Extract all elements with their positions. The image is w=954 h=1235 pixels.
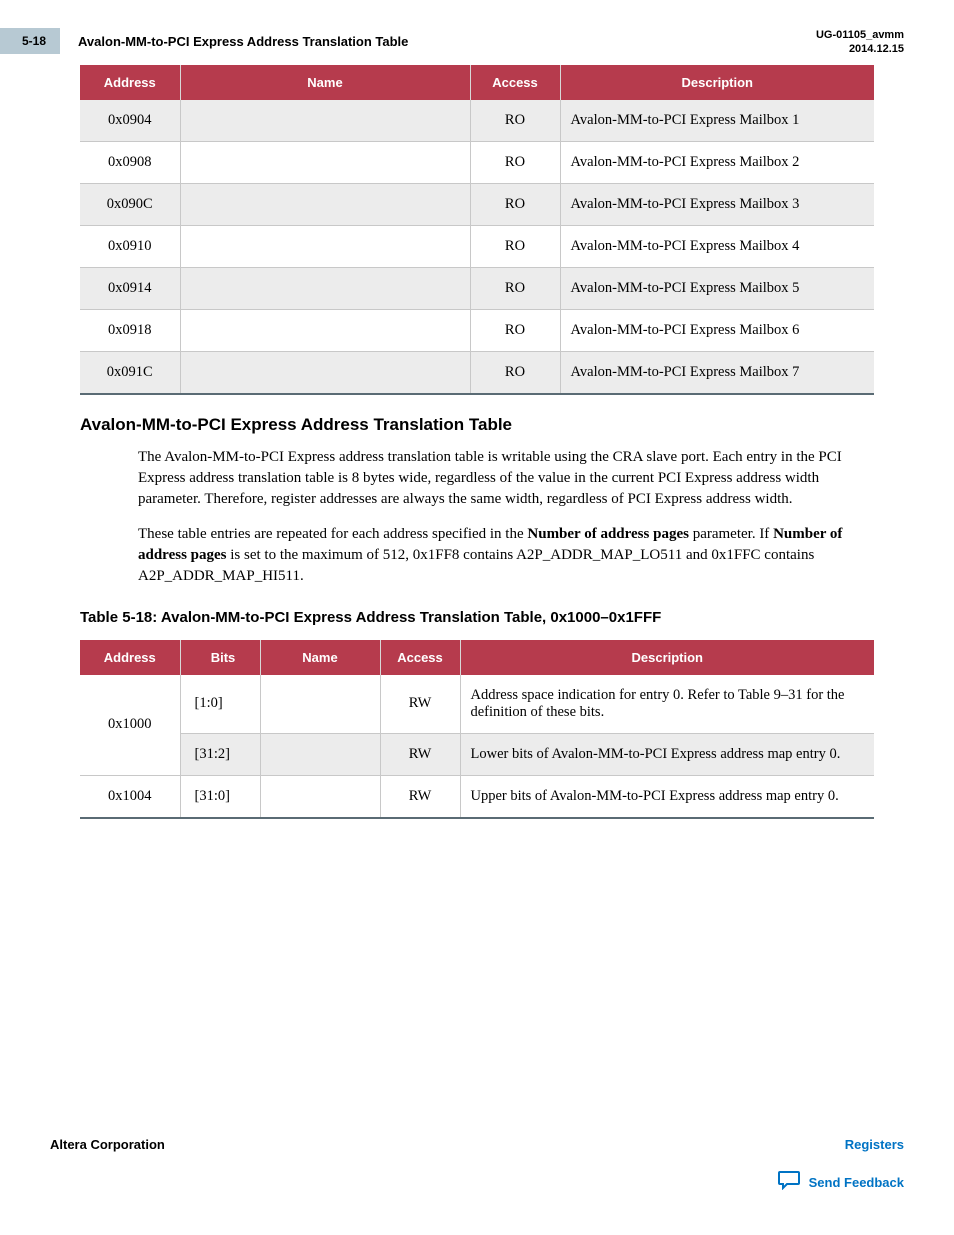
table-cell — [180, 309, 470, 351]
footer-company: Altera Corporation — [50, 1137, 165, 1152]
table-cell: RW — [380, 775, 460, 818]
table-cell: Avalon-MM-to-PCI Express Mailbox 6 — [560, 309, 874, 351]
p2-bold-b: Number of address pages — [527, 526, 689, 542]
table-cell: [31:2] — [180, 733, 260, 775]
th2-access: Access — [380, 640, 460, 675]
table-cell: 0x0904 — [80, 100, 180, 142]
table-cell: Avalon-MM-to-PCI Express Mailbox 5 — [560, 267, 874, 309]
header-left: 5-18 Avalon-MM-to-PCI Express Address Tr… — [0, 28, 408, 54]
table-cell: Address space indication for entry 0. Re… — [460, 675, 874, 734]
table-cell: RO — [470, 100, 560, 142]
table-cell — [260, 675, 380, 734]
table-cell: RO — [470, 141, 560, 183]
table-cell — [180, 100, 470, 142]
th2-bits: Bits — [180, 640, 260, 675]
paragraph-2: These table entries are repeated for eac… — [138, 524, 874, 587]
page-content: Address Name Access Description 0x0904 RO… — [0, 65, 954, 819]
table-cell: 0x0908 — [80, 141, 180, 183]
th2-address: Address — [80, 640, 180, 675]
header-title: Avalon-MM-to-PCI Express Address Transla… — [78, 34, 408, 49]
table-row: 0x0914 ROAvalon-MM-to-PCI Express Mailbox… — [80, 267, 874, 309]
th2-name: Name — [260, 640, 380, 675]
table-cell: Avalon-MM-to-PCI Express Mailbox 1 — [560, 100, 874, 142]
table-cell — [180, 141, 470, 183]
page-footer: Altera Corporation Registers Send Feedba… — [50, 1137, 904, 1195]
table-cell: RO — [470, 309, 560, 351]
doc-date: 2014.12.15 — [816, 42, 904, 56]
table-cell: 0x0918 — [80, 309, 180, 351]
table-row: [31:2] RWLower bits of Avalon-MM-to-PCI E… — [80, 733, 874, 775]
table-cell: 0x090C — [80, 183, 180, 225]
footer-registers-link[interactable]: Registers — [845, 1137, 904, 1152]
header-right: UG-01105_avmm 2014.12.15 — [816, 28, 904, 57]
p2-text-a: These table entries are repeated for eac… — [138, 526, 527, 542]
table-cell: Avalon-MM-to-PCI Express Mailbox 3 — [560, 183, 874, 225]
page-number-badge: 5-18 — [0, 28, 60, 54]
table-cell — [180, 225, 470, 267]
th-address: Address — [80, 65, 180, 100]
table-cell: [1:0] — [180, 675, 260, 734]
page-header: 5-18 Avalon-MM-to-PCI Express Address Tr… — [0, 0, 954, 65]
feedback-icon — [777, 1170, 801, 1195]
section-heading: Avalon-MM-to-PCI Express Address Transla… — [80, 415, 874, 435]
table-cell — [260, 775, 380, 818]
table-cell: Lower bits of Avalon-MM-to-PCI Express a… — [460, 733, 874, 775]
table-cell: RO — [470, 351, 560, 394]
footer-feedback[interactable]: Send Feedback — [50, 1170, 904, 1195]
table-cell — [260, 733, 380, 775]
table2-caption: Table 5-18: Avalon-MM-to-PCI Express Add… — [80, 609, 874, 626]
paragraph-1: The Avalon-MM-to-PCI Express address tra… — [138, 447, 874, 510]
table-cell: 0x0910 — [80, 225, 180, 267]
footer-feedback-text[interactable]: Send Feedback — [809, 1175, 904, 1190]
p2-text-e: is set to the maximum of 512, 0x1FF8 con… — [138, 547, 814, 584]
footer-top-row: Altera Corporation Registers — [50, 1137, 904, 1152]
table-row: 0x090C ROAvalon-MM-to-PCI Express Mailbox… — [80, 183, 874, 225]
table-cell — [180, 267, 470, 309]
th-description: Description — [560, 65, 874, 100]
table-cell — [180, 351, 470, 394]
p2-text-c: parameter. If — [689, 526, 773, 542]
doc-id: UG-01105_avmm — [816, 28, 904, 42]
table-cell: RO — [470, 267, 560, 309]
table-cell: Avalon-MM-to-PCI Express Mailbox 4 — [560, 225, 874, 267]
table-row: 0x0910 ROAvalon-MM-to-PCI Express Mailbox… — [80, 225, 874, 267]
table-row: 0x0918 ROAvalon-MM-to-PCI Express Mailbox… — [80, 309, 874, 351]
th-name: Name — [180, 65, 470, 100]
table-cell: RO — [470, 183, 560, 225]
table-cell: 0x1000 — [80, 675, 180, 776]
translation-table: Address Bits Name Access Description 0x1… — [80, 640, 874, 819]
table-cell: [31:0] — [180, 775, 260, 818]
table-row: 0x0904 ROAvalon-MM-to-PCI Express Mailbox… — [80, 100, 874, 142]
table-row: 0x0908 ROAvalon-MM-to-PCI Express Mailbox… — [80, 141, 874, 183]
table-cell: RW — [380, 733, 460, 775]
table-cell: RW — [380, 675, 460, 734]
th2-description: Description — [460, 640, 874, 675]
table-cell: Avalon-MM-to-PCI Express Mailbox 7 — [560, 351, 874, 394]
table-row: 0x091C ROAvalon-MM-to-PCI Express Mailbox… — [80, 351, 874, 394]
table-row: 0x1004[31:0] RWUpper bits of Avalon-MM-to… — [80, 775, 874, 818]
table-cell: 0x0914 — [80, 267, 180, 309]
table-cell: Upper bits of Avalon-MM-to-PCI Express a… — [460, 775, 874, 818]
th-access: Access — [470, 65, 560, 100]
mailbox-table: Address Name Access Description 0x0904 RO… — [80, 65, 874, 395]
table-row: 0x1000[1:0]RWAddress space indication fo… — [80, 675, 874, 734]
table-cell: Avalon-MM-to-PCI Express Mailbox 2 — [560, 141, 874, 183]
table-cell: 0x1004 — [80, 775, 180, 818]
table-cell: 0x091C — [80, 351, 180, 394]
table-cell: RO — [470, 225, 560, 267]
table-cell — [180, 183, 470, 225]
